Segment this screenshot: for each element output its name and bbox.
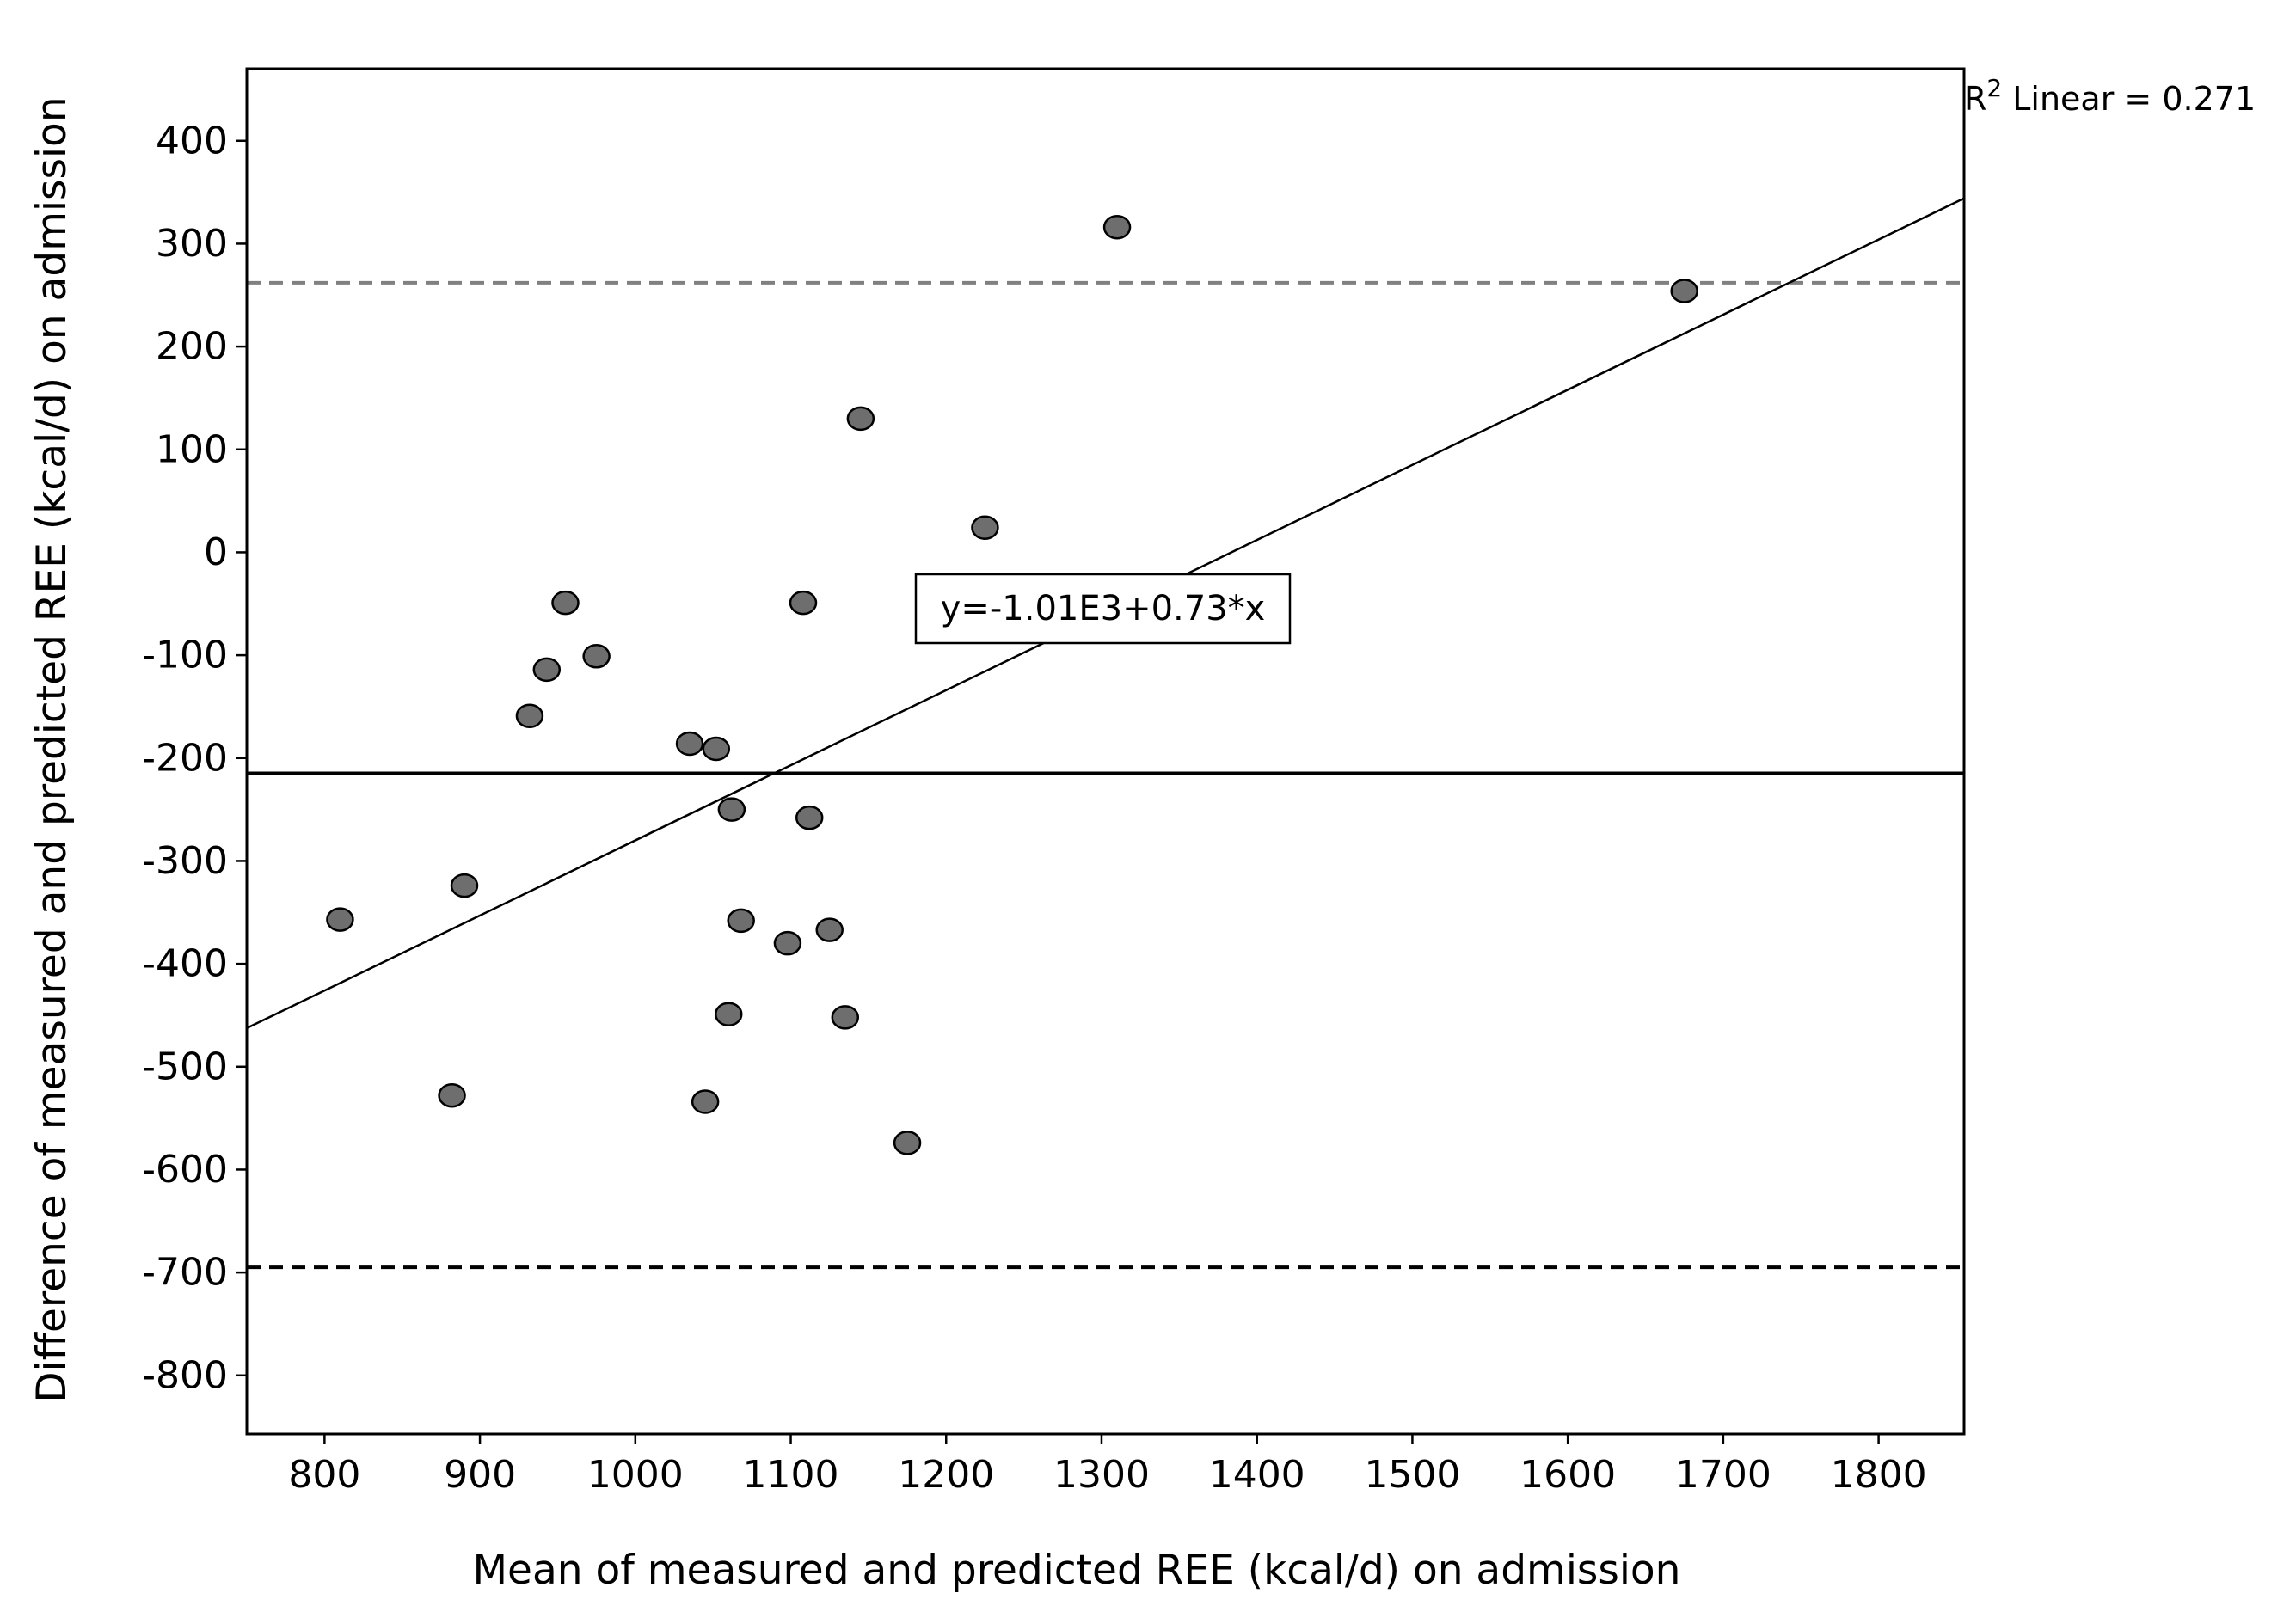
x-tick-label: 1700 [1675,1453,1771,1497]
y-tick-label: 200 [156,325,228,369]
data-point [702,736,731,762]
data-point [789,590,818,616]
data-point [691,1089,720,1114]
data-points [326,215,1698,1155]
data-point [846,406,875,432]
fit-equation-label: y=-1.01E3+0.73*x [941,589,1266,628]
data-point [1102,215,1132,240]
x-axis-ticks: 800 900 1000 1100 1200 1300 1400 1500 1600 1700 18… [288,1434,1927,1497]
x-tick-label: 800 [288,1453,360,1497]
y-tick-label: -400 [142,942,228,986]
data-point [831,1005,860,1030]
data-point [893,1131,922,1155]
fit-equation-box: y=-1.01E3+0.73*x [914,573,1292,645]
y-tick-label: -800 [142,1353,228,1397]
data-point [717,797,746,822]
x-tick-label: 1100 [743,1453,839,1497]
plot-frame [245,67,1966,1436]
data-point [727,908,755,934]
x-tick-label: 1300 [1053,1453,1150,1497]
x-tick-label: 1600 [1520,1453,1616,1497]
data-point [515,703,544,728]
x-tick-label: 1800 [1831,1453,1927,1497]
data-point [773,930,802,956]
r-squared-value: Linear = 0.271 [2012,80,2256,118]
y-tick-label: 100 [156,427,228,471]
y-tick-label: -500 [142,1045,228,1088]
x-tick-label: 1400 [1209,1453,1305,1497]
data-point [675,731,704,757]
data-point [551,590,580,616]
data-point [795,805,824,830]
data-point [815,917,844,942]
y-tick-label: -700 [142,1251,228,1295]
r-squared-prefix: R [1964,80,1986,118]
x-tick-label: 1200 [898,1453,994,1497]
reference-lines [247,280,1964,1270]
y-axis-ticks: 400 300 200 100 0 -100 -200 -300 -400 -500 -600 -70… [142,119,247,1397]
data-point [438,1083,466,1108]
r-squared-label: R2 Linear = 0.271 [1964,74,2256,118]
y-tick-label: -100 [142,634,228,677]
y-tick-label: -300 [142,839,228,883]
data-point [532,657,562,683]
y-axis-label: Difference of measured and predicted REE… [28,96,76,1402]
data-point [1670,279,1698,303]
data-point [582,644,611,669]
x-tick-label: 1000 [587,1453,684,1497]
x-tick-label: 900 [444,1453,516,1497]
y-tick-label: 300 [156,222,228,266]
x-tick-label: 1500 [1364,1453,1460,1497]
data-point [450,873,479,898]
r-squared-superscript: 2 [1986,74,2002,102]
y-tick-label: -200 [142,736,228,780]
y-tick-label: 400 [156,119,228,162]
y-tick-label: -600 [142,1148,228,1192]
x-axis-label: Mean of measured and predicted REE (kcal… [473,1547,1681,1594]
data-point [971,515,999,540]
data-point [714,1002,743,1027]
y-tick-label: 0 [204,530,228,574]
data-point [326,907,354,932]
